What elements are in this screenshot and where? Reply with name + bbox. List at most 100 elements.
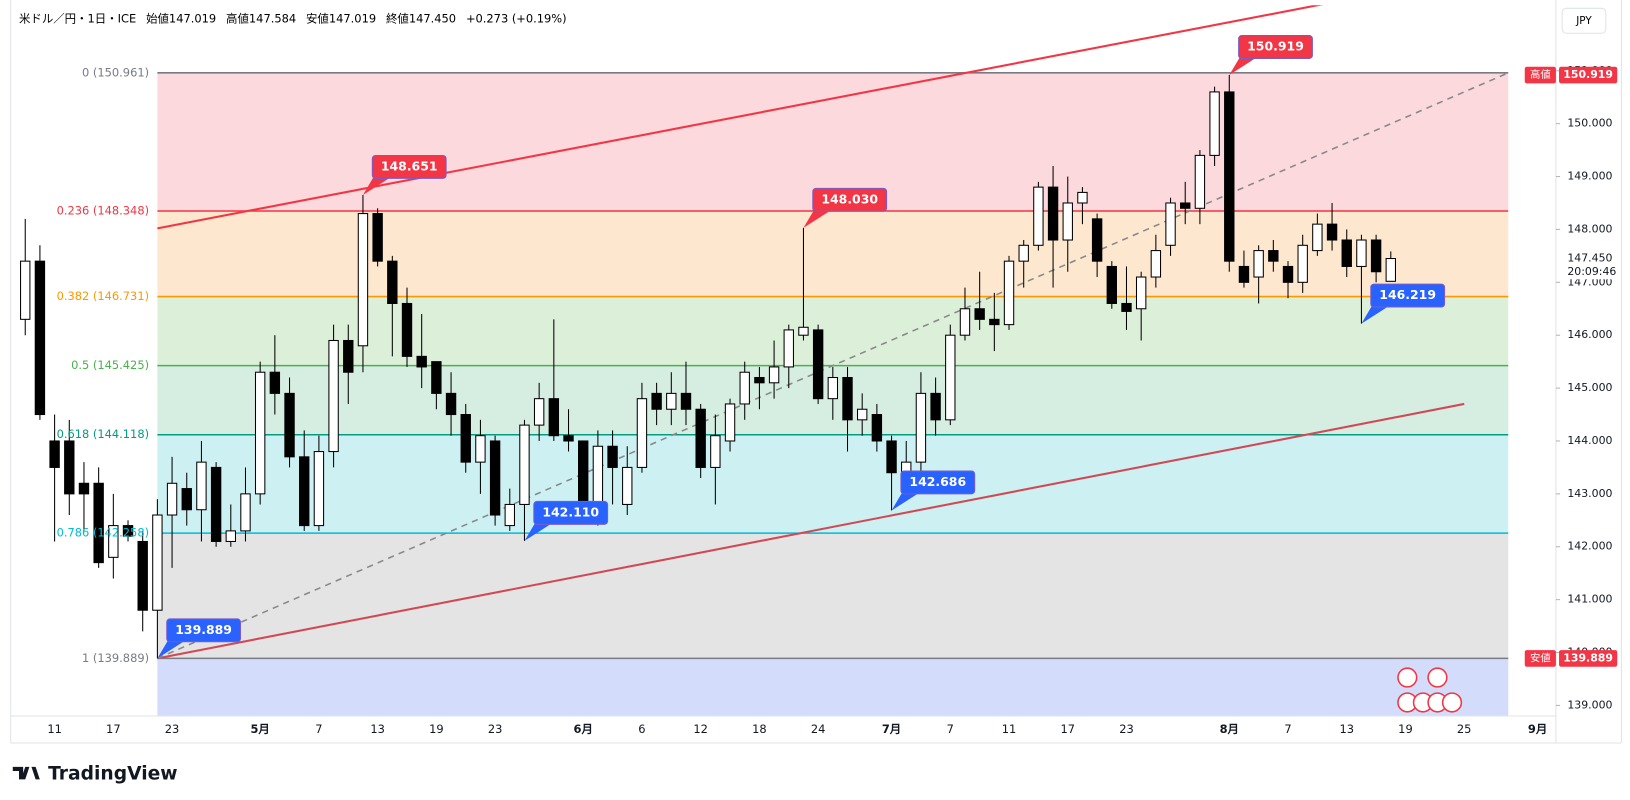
candle-body bbox=[1033, 186, 1044, 246]
price-badge-label: 139.889 bbox=[1563, 651, 1613, 664]
event-icon[interactable] bbox=[1441, 692, 1463, 713]
candle-body bbox=[122, 525, 134, 537]
candle-body bbox=[724, 403, 736, 442]
candle-body bbox=[989, 318, 1000, 326]
candle-body bbox=[416, 355, 427, 368]
candle-body bbox=[299, 456, 310, 527]
candle-body bbox=[1003, 260, 1015, 326]
currency[interactable]: JPY bbox=[1575, 15, 1592, 27]
x-tick-label: 5月 bbox=[250, 722, 269, 736]
callout-box bbox=[812, 187, 888, 212]
candle-body bbox=[1356, 239, 1367, 267]
callout-label: 150.919 bbox=[1247, 39, 1304, 54]
ohlc-value: 147.019 bbox=[169, 11, 216, 25]
candle-body bbox=[1194, 154, 1206, 209]
currency-button[interactable] bbox=[1561, 7, 1607, 34]
candle-body bbox=[1121, 302, 1132, 312]
x-tick-label: 23 bbox=[165, 722, 180, 736]
candle-body bbox=[1077, 191, 1088, 204]
candle-body bbox=[166, 482, 178, 516]
x-tick-label: 7 bbox=[1284, 722, 1291, 736]
candle-body bbox=[871, 414, 883, 442]
candle-body bbox=[827, 376, 839, 400]
candle-body bbox=[1209, 91, 1220, 156]
callout-label: 142.110 bbox=[542, 504, 599, 519]
overlay: 0 (150.961) 0.236 (148.348) 0.382 (146.731… bbox=[10, 0, 1622, 744]
plot-area bbox=[20, 5, 1509, 716]
x-tick-label: 13 bbox=[370, 722, 385, 736]
candle-body bbox=[607, 445, 618, 468]
callout-label: 148.030 bbox=[821, 191, 878, 206]
logo-mark bbox=[12, 766, 40, 780]
y-tick-label: 141.000 bbox=[1567, 593, 1612, 606]
ohlc-value: 147.450 bbox=[409, 11, 456, 25]
event-icon[interactable] bbox=[1427, 667, 1448, 688]
candle-body bbox=[475, 435, 486, 463]
candle-body bbox=[1047, 186, 1059, 241]
candle-body bbox=[196, 461, 207, 511]
candle-body bbox=[284, 392, 295, 458]
x-tick-label: 11 bbox=[1002, 722, 1017, 736]
y-tick-label: 144.000 bbox=[1567, 434, 1612, 447]
fib-label: 0.5 (145.425) bbox=[71, 358, 149, 372]
x-tick-label: 6 bbox=[638, 722, 645, 736]
ohlc-value: 147.584 bbox=[249, 11, 296, 25]
candle-body bbox=[225, 530, 236, 542]
candle-body bbox=[357, 213, 369, 347]
candle-body bbox=[739, 371, 750, 405]
last-price: 147.450 bbox=[1567, 252, 1612, 265]
candle-body bbox=[680, 392, 692, 410]
candle-body bbox=[1312, 223, 1323, 252]
candle-body bbox=[269, 371, 281, 394]
candle-body bbox=[945, 334, 956, 421]
candle-body bbox=[622, 466, 633, 505]
candle-body bbox=[34, 260, 46, 416]
callout-label: 142.686 bbox=[909, 474, 966, 489]
candle-body bbox=[445, 392, 457, 416]
price-badge bbox=[1559, 66, 1618, 84]
callout-box bbox=[1238, 35, 1313, 59]
x-tick-label: 25 bbox=[1457, 722, 1472, 736]
trend-line bbox=[157, 72, 1509, 660]
ohlc-label: 高値 bbox=[226, 11, 249, 25]
candle-body bbox=[930, 392, 941, 421]
candle-body bbox=[1135, 276, 1147, 310]
x-tick-label: 18 bbox=[752, 722, 767, 736]
candle-body bbox=[959, 308, 971, 336]
event-icons bbox=[1397, 667, 1463, 713]
trend-line bbox=[157, 5, 1324, 230]
candle-body bbox=[592, 445, 604, 511]
candle-body bbox=[666, 392, 677, 410]
fib-label: 1 (139.889) bbox=[82, 651, 149, 665]
last-price-badge bbox=[1559, 249, 1618, 280]
event-icon[interactable] bbox=[1397, 667, 1418, 688]
change: +0.273 (+0.19%) bbox=[466, 11, 567, 25]
candle-body bbox=[548, 398, 560, 437]
candle-body bbox=[695, 408, 706, 468]
y-tick-label: 150.000 bbox=[1567, 117, 1612, 130]
candle-body bbox=[1091, 218, 1103, 262]
ohlc-label: 終値 bbox=[386, 11, 409, 25]
candle-body bbox=[915, 392, 927, 463]
callout-box bbox=[166, 618, 242, 643]
x-tick-label: 17 bbox=[1060, 722, 1075, 736]
fib-zone bbox=[157, 533, 1509, 659]
candle-body bbox=[1268, 250, 1279, 262]
candle-body bbox=[387, 260, 398, 304]
candle-body bbox=[563, 435, 574, 442]
candle-body bbox=[137, 540, 148, 611]
candle-body bbox=[842, 376, 853, 421]
x-tick-label: 9月 bbox=[1528, 722, 1547, 736]
callout-label: 146.219 bbox=[1379, 287, 1436, 302]
x-tick-label: 11 bbox=[47, 722, 62, 736]
fib-zone bbox=[157, 434, 1509, 534]
x-tick-label: 24 bbox=[811, 722, 826, 736]
callout-box bbox=[371, 154, 447, 179]
candle-body bbox=[240, 493, 251, 532]
candle-body bbox=[754, 376, 765, 384]
candle-body bbox=[812, 329, 824, 400]
price-badge-tag-label: 安値 bbox=[1530, 651, 1551, 664]
candle-body bbox=[710, 435, 721, 468]
ohlc-label: 始値 bbox=[146, 11, 169, 25]
price-badge-tag-label: 高値 bbox=[1530, 68, 1551, 81]
